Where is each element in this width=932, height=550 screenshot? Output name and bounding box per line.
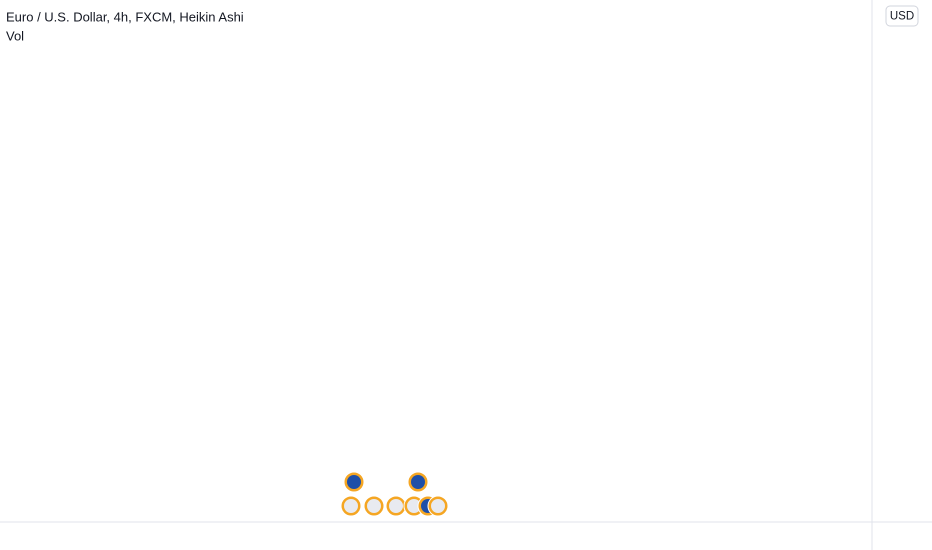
event-icons — [340, 471, 449, 517]
currency-text: USD — [890, 11, 914, 23]
chart-title: Euro / U.S. Dollar, 4h, FXCM, Heikin Ash… — [6, 9, 244, 24]
currency-button[interactable] — [885, 5, 919, 27]
volume-label: Vol — [6, 28, 24, 43]
